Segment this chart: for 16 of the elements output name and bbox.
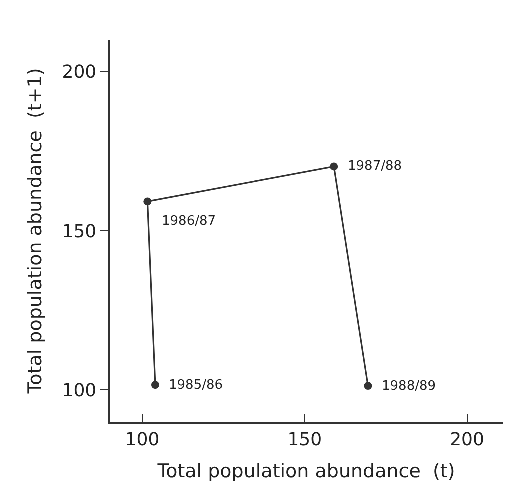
x-tick-label: 200 [450,429,484,450]
y-tick-label: 100 [62,380,97,402]
y-axis-title: Total population abundance (t+1) [24,68,47,395]
annotation: 1987/88 [348,159,402,174]
point [151,381,160,390]
x-tick-label: 150 [288,429,322,450]
annotation: 1985/86 [169,378,224,393]
point [144,198,152,206]
x-axis-title: Total population abundance (t) [156,460,456,483]
point [330,162,338,171]
point [364,382,372,390]
y-tick-label: 200 [62,62,97,84]
y-tick-label: 150 [62,221,97,242]
annotation: 1988/89 [382,379,436,394]
annotation: 1986/87 [162,214,216,229]
x-tick-label: 100 [125,429,160,450]
